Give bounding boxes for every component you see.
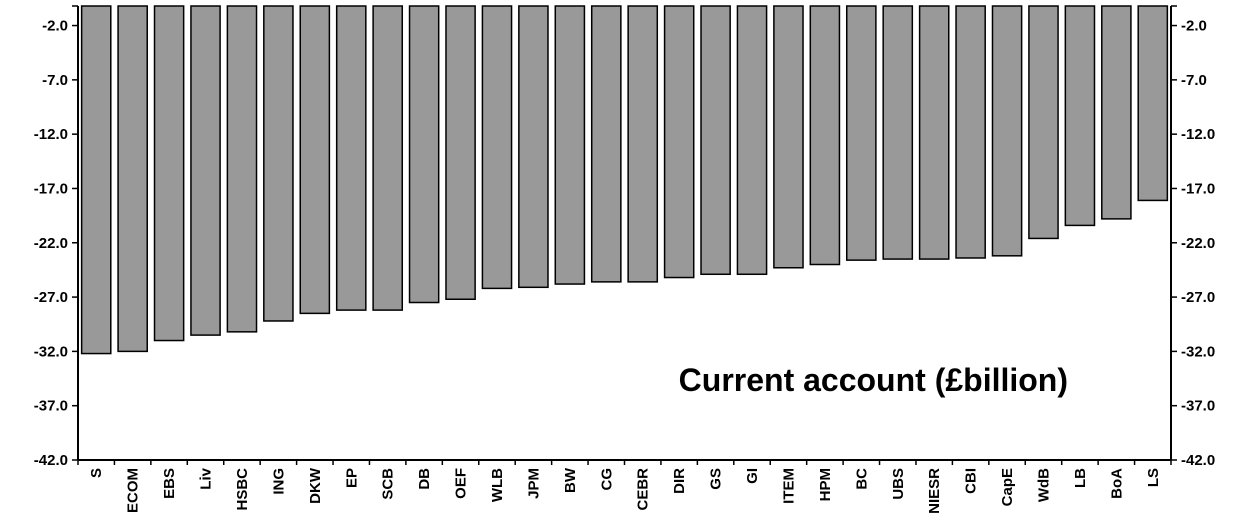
bar-oef xyxy=(445,5,476,300)
right-tick-label: -7.0 xyxy=(1181,72,1207,89)
bar-cg xyxy=(590,5,622,283)
right-tick-label: -42.0 xyxy=(1181,452,1215,469)
right-tick-label: -27.0 xyxy=(1181,289,1215,306)
right-tick-label: -12.0 xyxy=(1181,126,1215,143)
bar-ep xyxy=(335,5,367,311)
category-label: HPM xyxy=(817,468,834,501)
category-label: Liv xyxy=(198,467,215,489)
category-labels: S ECOM EBS Liv HSBC ING DKW EP SCB DB OEF WLB JPM BW C… xyxy=(88,467,1162,514)
left-tick-label: -22.0 xyxy=(34,235,68,252)
category-label: CEBR xyxy=(635,468,652,511)
bar-bc xyxy=(845,5,877,261)
category-label: BW xyxy=(562,467,579,493)
right-tick-label: -17.0 xyxy=(1181,180,1215,197)
bar-boa xyxy=(1101,5,1132,220)
category-label: OEF xyxy=(453,468,470,499)
category-label: GI xyxy=(744,468,761,484)
bar-lb xyxy=(1064,5,1096,227)
category-label: EP xyxy=(343,468,360,488)
category-label: BC xyxy=(853,468,870,490)
right-tick-label: -2.0 xyxy=(1181,18,1207,35)
left-tick-label: -32.0 xyxy=(34,343,68,360)
bar-ing xyxy=(263,5,294,322)
bar-hpm xyxy=(809,5,841,266)
bar-hsbc xyxy=(226,5,258,333)
bar-cbi xyxy=(955,5,986,259)
bar-gs xyxy=(700,5,731,276)
left-tick-label: -42.0 xyxy=(34,452,68,469)
category-label: WLB xyxy=(489,468,506,502)
bars-group xyxy=(80,5,1169,355)
bar-cebr xyxy=(627,5,659,283)
bar-niesr xyxy=(918,5,950,260)
category-label: BoA xyxy=(1108,468,1125,499)
category-label: LB xyxy=(1072,468,1089,488)
left-tick-label: -7.0 xyxy=(42,72,68,89)
right-tick-label: -22.0 xyxy=(1181,235,1215,252)
left-tick-label: -12.0 xyxy=(34,126,68,143)
category-label: EBS xyxy=(161,468,178,499)
axes-group: -2.0 -2.0 -7.0 -7.0 -12.0 -12.0 -17.0 -17.0 -22.… xyxy=(34,5,1215,469)
category-label: CapE xyxy=(999,468,1016,506)
category-label: LS xyxy=(1145,468,1162,487)
bar-wdb xyxy=(1028,5,1059,240)
bar-item xyxy=(773,5,804,269)
bar-ecom xyxy=(117,5,148,353)
bar-jpm xyxy=(518,5,549,289)
bar-s xyxy=(80,5,112,355)
category-label: CBI xyxy=(963,468,980,494)
left-tick-label: -27.0 xyxy=(34,289,68,306)
bar-bw xyxy=(554,5,586,285)
category-label: UBS xyxy=(890,468,907,500)
category-label: WdB xyxy=(1035,468,1052,502)
category-label: HSBC xyxy=(234,468,251,511)
bar-dir xyxy=(663,5,695,279)
category-label: DKW xyxy=(307,467,324,504)
right-tick-label: -32.0 xyxy=(1181,343,1215,360)
bar-scb xyxy=(372,5,404,311)
left-tick-label: -37.0 xyxy=(34,398,68,415)
category-label: DB xyxy=(416,468,433,490)
bar-wlb xyxy=(481,5,513,290)
category-label: GS xyxy=(708,468,725,490)
chart-title: Current account (£billion) xyxy=(679,362,1068,398)
bar-gi xyxy=(736,5,768,276)
category-label: DIR xyxy=(671,468,688,494)
left-tick-label: -17.0 xyxy=(34,180,68,197)
category-label: CG xyxy=(598,468,615,491)
category-label: ECOM xyxy=(125,468,142,513)
bar-cape xyxy=(991,5,1023,257)
left-tick-label: -2.0 xyxy=(42,18,68,35)
bar-db xyxy=(408,5,440,304)
bar-liv xyxy=(190,5,221,336)
bar-ls xyxy=(1137,5,1169,202)
category-label: ITEM xyxy=(780,468,797,504)
bar-ebs xyxy=(153,5,185,342)
category-label: NIESR xyxy=(926,468,943,514)
category-label: S xyxy=(88,468,105,478)
category-label: JPM xyxy=(525,468,542,499)
category-label: ING xyxy=(270,468,287,495)
bar-ubs xyxy=(882,5,914,260)
category-label: SCB xyxy=(380,468,397,500)
bar-dkw xyxy=(299,5,331,315)
right-tick-label: -37.0 xyxy=(1181,398,1215,415)
